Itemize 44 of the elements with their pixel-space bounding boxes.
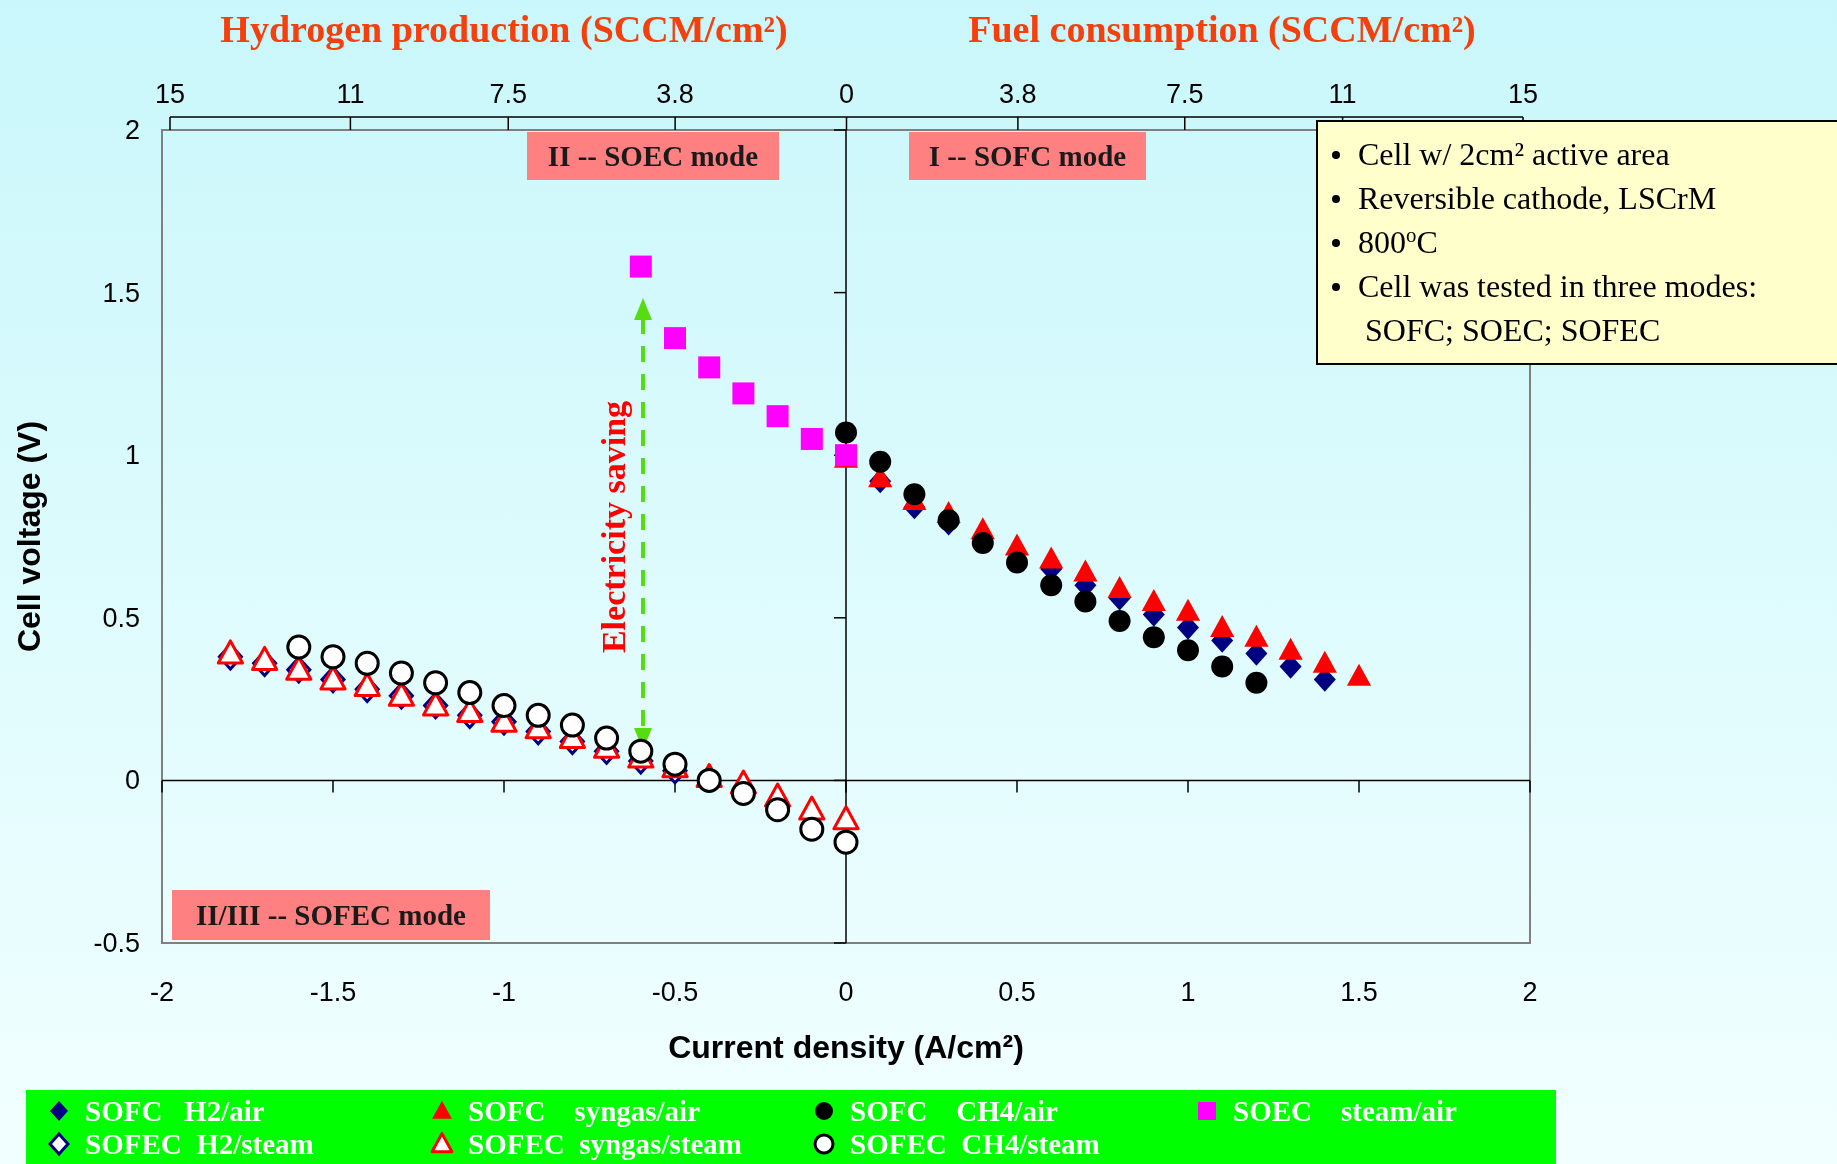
- x-tick-label: -2: [149, 977, 175, 1007]
- annotation: Electricity saving: [595, 400, 632, 654]
- x2-tick-label: 0: [838, 79, 855, 109]
- y-axis-title: Cell voltage (V): [11, 420, 47, 653]
- y-tick-label: 2: [124, 115, 140, 145]
- x2-tick-label: 7.5: [489, 79, 528, 109]
- x-axis-title: Current density (A/cm²): [668, 1029, 1024, 1065]
- text: Fuel consumption (SCCM/cm²): [968, 8, 1476, 51]
- annotation: Cell was tested in three modes:: [1358, 268, 1758, 304]
- x-tick-label: 1.5: [1340, 977, 1378, 1007]
- x2-tick-label: 3.8: [656, 79, 694, 109]
- x2-tick-label: 15: [154, 79, 186, 109]
- y-tick-label: 1: [124, 440, 140, 471]
- x-tick-label: 2: [1522, 977, 1538, 1007]
- annotation: 800$^{o}$C: [1358, 222, 1438, 260]
- x-tick-label: -1.5: [309, 977, 357, 1007]
- x2-tick-label: 11: [1328, 79, 1357, 109]
- x2-tick-label: 15: [1507, 79, 1539, 109]
- y-tick-label: 0.5: [102, 602, 140, 633]
- x2-axis-title: Hydrogen production (SCCM/cm²): [220, 8, 788, 51]
- x-tick-label: 0: [838, 977, 854, 1007]
- y-tick-label: -0.5: [93, 928, 140, 958]
- legend-label: SOFEC syngas/steam: [468, 1128, 742, 1160]
- legend-label: SOFC syngas/air: [468, 1095, 701, 1127]
- annotation: II/III -- SOFEC mode: [196, 899, 467, 931]
- annotation: SOFC; SOEC; SOFEC: [1365, 312, 1661, 348]
- annotation: Cell w/ 2cm² active area: [1358, 136, 1670, 172]
- annotation: I -- SOFC mode: [928, 140, 1127, 172]
- x2-tick-label: 11: [336, 79, 365, 109]
- legend-label: SOEC steam/air: [1233, 1095, 1458, 1127]
- y-tick-label: 0: [124, 765, 140, 796]
- annotation: Reversible cathode, LSCrM: [1358, 180, 1717, 216]
- x-tick-label: 0.5: [998, 977, 1036, 1007]
- annotation: II -- SOEC mode: [547, 140, 759, 172]
- x2-tick-label: 3.8: [999, 79, 1037, 109]
- y-tick-label: 1.5: [102, 277, 140, 308]
- x-tick-label: -1: [491, 977, 517, 1007]
- legend-label: SOFC CH4/air: [850, 1095, 1058, 1127]
- legend-label: SOFC H2/air: [85, 1095, 265, 1127]
- legend-label: SOFEC CH4/steam: [850, 1128, 1100, 1160]
- legend-label: SOFEC H2/steam: [85, 1128, 314, 1160]
- x-tick-label: 1: [1180, 977, 1196, 1007]
- x-tick-label: -0.5: [651, 977, 699, 1007]
- x2-tick-label: 7.5: [1165, 79, 1204, 109]
